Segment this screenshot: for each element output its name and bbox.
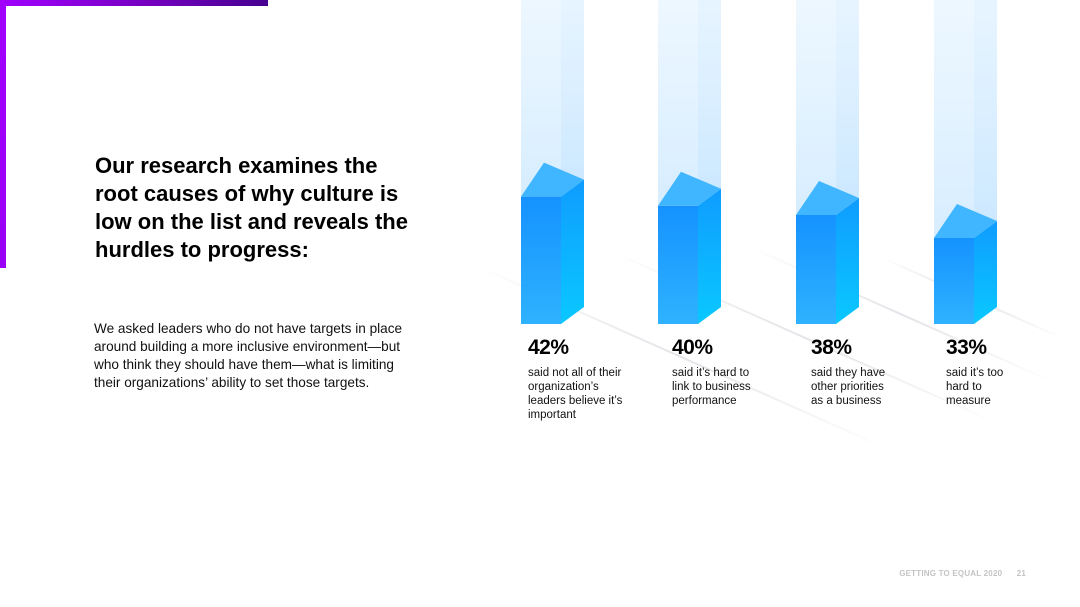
stat-value: 38% bbox=[811, 336, 852, 359]
bar-ghost-side bbox=[698, 0, 721, 206]
bar-front bbox=[521, 196, 561, 324]
page-number: 21 bbox=[1016, 569, 1026, 578]
bar-side bbox=[698, 188, 721, 324]
bar-top bbox=[796, 181, 859, 215]
bar-ghost-front bbox=[934, 0, 974, 238]
bar-front bbox=[658, 205, 698, 324]
bar-top bbox=[934, 204, 997, 238]
accent-bar-left bbox=[0, 0, 6, 268]
bar-ghost-front bbox=[658, 0, 698, 206]
report-title: GETTING TO EQUAL 2020 bbox=[899, 569, 1003, 578]
bar-top bbox=[658, 171, 721, 206]
intro-paragraph: We asked leaders who do not have targets… bbox=[94, 321, 403, 390]
bar-ghost-front bbox=[521, 0, 561, 197]
stat-4: 33% said it’s too hard to measure bbox=[946, 334, 1003, 408]
bar-front bbox=[934, 238, 974, 324]
bar-side bbox=[836, 198, 859, 324]
page-heading: Our research examines the root causes of… bbox=[95, 153, 408, 262]
bar-ghost-side bbox=[974, 0, 997, 238]
stat-value: 42% bbox=[528, 336, 569, 359]
bar-side bbox=[974, 221, 997, 324]
stat-caption: said not all of their organization’s lea… bbox=[528, 367, 623, 421]
bar-side bbox=[561, 179, 584, 324]
accent-bar-top bbox=[0, 0, 268, 6]
stat-caption: said they have other priorities as a bus… bbox=[811, 367, 886, 407]
stat-1: 42% said not all of their organization’s… bbox=[528, 334, 622, 422]
stat-value: 33% bbox=[946, 336, 987, 359]
bar-ghost-front bbox=[796, 0, 836, 215]
stat-2: 40% said it’s hard to link to business p… bbox=[672, 334, 751, 408]
bar-ghost-side bbox=[836, 0, 859, 215]
stat-3: 38% said they have other priorities as a… bbox=[811, 334, 885, 408]
stat-caption: said it’s hard to link to business perfo… bbox=[672, 367, 751, 407]
bar-front bbox=[796, 215, 836, 324]
stat-value: 40% bbox=[672, 336, 713, 359]
page-footer: GETTING TO EQUAL 2020 21 bbox=[899, 569, 1026, 578]
bar-ghost-side bbox=[561, 0, 584, 197]
stat-caption: said it’s too hard to measure bbox=[946, 367, 1004, 407]
bar-top bbox=[521, 162, 584, 197]
